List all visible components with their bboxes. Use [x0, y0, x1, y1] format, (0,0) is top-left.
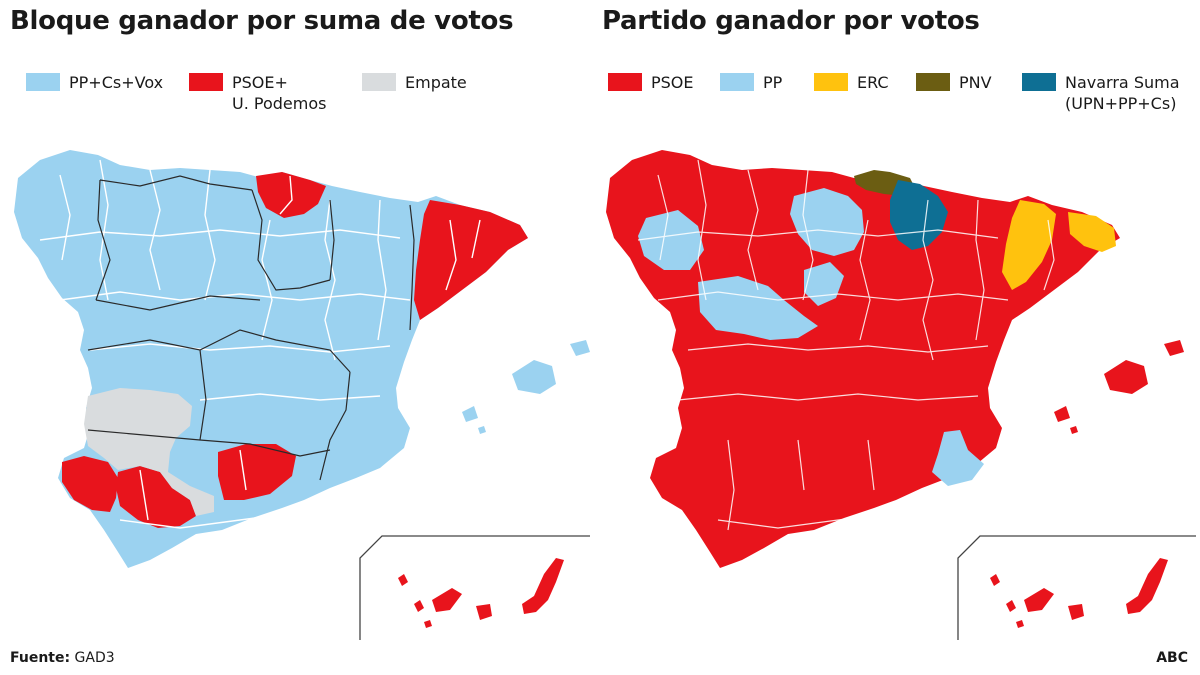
canary-islands — [990, 558, 1168, 628]
brand-logo-text: ABC — [1156, 650, 1188, 666]
legend-label: PSOE+ — [232, 73, 288, 92]
region-sevilla — [116, 466, 196, 528]
right-spain-map — [606, 150, 1196, 640]
peninsula-shape — [606, 150, 1120, 568]
legend-label: (UPN+PP+Cs) — [1065, 94, 1177, 113]
left-map-title: Bloque ganador por suma de votos — [10, 6, 514, 36]
source-note: Fuente: GAD3 — [10, 650, 115, 666]
balearic-ibiza — [462, 406, 478, 422]
province-borders — [637, 159, 1055, 531]
canary-islands — [398, 558, 564, 628]
legend-swatch — [1022, 73, 1056, 91]
legend-swatch — [189, 73, 223, 91]
legend-swatch — [720, 73, 754, 91]
canary-inset-frame — [359, 535, 590, 640]
region-pp-murcia — [932, 430, 984, 486]
legend-label: U. Podemos — [232, 94, 327, 113]
right-map-title: Partido ganador por votos — [602, 6, 980, 36]
balearic-formentera — [1070, 426, 1078, 434]
legend-label: ERC — [857, 73, 889, 92]
balearic-ibiza — [1054, 406, 1070, 422]
balearic-formentera — [478, 426, 486, 434]
region-erc-girona — [1068, 212, 1116, 252]
legend-label: PNV — [959, 73, 992, 92]
source-value: GAD3 — [74, 650, 115, 666]
legend-item-psoe-up: PSOE+ U. Podemos — [189, 72, 326, 114]
legend-item-empate: Empate — [362, 72, 467, 93]
legend-label: PP+Cs+Vox — [69, 73, 164, 92]
legend-item-navarra-suma: Navarra Suma (UPN+PP+Cs) — [1022, 72, 1180, 114]
legend-item-pp: PP — [720, 72, 782, 93]
left-map-legend: PP+Cs+Vox PSOE+ U. Podemos Empate — [0, 72, 590, 122]
right-map-legend: PSOE PP ERC PNV Navarra Suma (UPN+PP — [598, 72, 1200, 122]
legend-swatch — [916, 73, 950, 91]
region-huelva — [62, 456, 118, 512]
balearic-menorca — [1164, 340, 1184, 356]
canary-inset-frame — [957, 535, 1196, 640]
region-jaen — [218, 444, 296, 500]
region-pp-castilla-west — [698, 276, 818, 340]
left-map-panel: Bloque ganador por suma de votos PP+Cs+V… — [0, 0, 590, 640]
legend-swatch — [362, 73, 396, 91]
legend-item-erc: ERC — [814, 72, 889, 93]
region-pp-galicia — [638, 210, 704, 270]
region-erc-lleida — [1002, 200, 1056, 290]
legend-item-pnv: PNV — [916, 72, 992, 93]
region-catalonia — [414, 200, 528, 320]
left-spain-map — [14, 150, 590, 640]
legend-swatch — [608, 73, 642, 91]
legend-label: PP — [763, 73, 783, 92]
region-navarra-suma — [890, 180, 948, 250]
balearic-menorca — [570, 340, 590, 356]
legend-label: PSOE — [651, 73, 694, 92]
legend-item-psoe: PSOE — [608, 72, 694, 93]
balearic-mallorca — [512, 360, 556, 394]
legend-label: Navarra Suma — [1065, 73, 1180, 92]
legend-item-pp-cs-vox: PP+Cs+Vox — [26, 72, 163, 93]
balearic-mallorca — [1104, 360, 1148, 394]
source-label: Fuente: — [10, 650, 71, 666]
legend-swatch — [26, 73, 60, 91]
legend-swatch — [814, 73, 848, 91]
legend-label: Empate — [405, 73, 467, 92]
province-borders — [39, 159, 481, 529]
community-borders — [87, 175, 415, 481]
region-empate — [84, 388, 214, 516]
right-map-panel: Partido ganador por votos PSOE PP ERC PN… — [598, 0, 1200, 640]
